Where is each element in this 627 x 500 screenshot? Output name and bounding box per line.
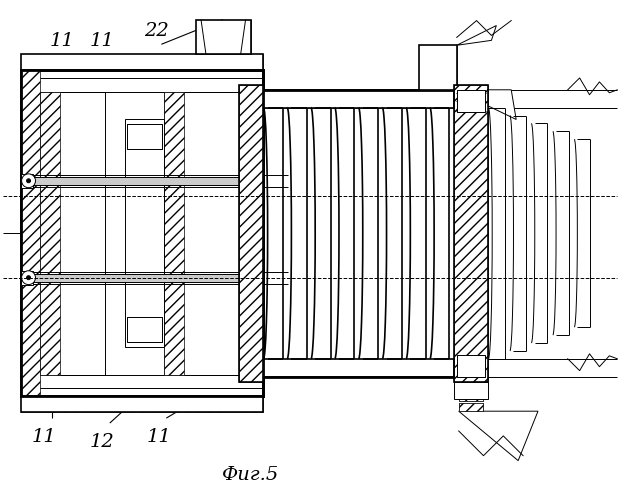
Bar [456,90,485,112]
Text: 11: 11 [32,428,57,446]
Bar [33,274,241,281]
Polygon shape [455,90,516,120]
Bar [21,70,263,396]
Text: 11: 11 [90,32,114,50]
Bar [459,404,483,411]
Bar [263,90,454,108]
Bar [21,271,33,284]
Bar [40,92,105,374]
Bar [419,46,456,90]
Text: Фиг.5: Фиг.5 [222,466,279,483]
Bar [127,124,162,149]
Bar [454,85,488,382]
Text: 22: 22 [144,22,169,40]
Bar [456,355,485,376]
Bar [21,54,263,70]
Bar [127,317,162,342]
Bar [454,382,488,400]
Bar [239,85,263,382]
Text: 11: 11 [147,428,172,446]
Bar [21,54,263,70]
Text: 11: 11 [50,32,75,50]
Bar [21,70,263,396]
Bar [21,70,40,396]
Text: 12: 12 [90,433,114,451]
Bar [456,90,485,112]
Bar [196,20,251,54]
Bar [263,359,454,376]
Bar [127,317,162,342]
Bar [459,384,483,392]
Bar [40,92,60,374]
Bar [459,394,483,402]
Bar [419,46,456,90]
Polygon shape [459,411,538,461]
Polygon shape [456,26,497,46]
Bar [33,177,241,184]
Bar [459,384,483,392]
Bar [125,120,164,347]
Bar [21,396,263,412]
Circle shape [26,179,31,183]
Bar [263,90,454,108]
Bar [239,85,263,382]
Circle shape [21,271,36,284]
Bar [196,20,251,54]
Bar [459,404,483,411]
Bar [21,396,263,412]
Circle shape [26,276,31,280]
Circle shape [21,174,36,188]
Bar [21,174,33,188]
Bar [454,85,488,382]
Bar [164,92,184,374]
Bar [263,359,454,376]
Bar [459,394,483,402]
Bar [456,355,485,376]
Bar [164,92,263,374]
Bar [127,124,162,149]
